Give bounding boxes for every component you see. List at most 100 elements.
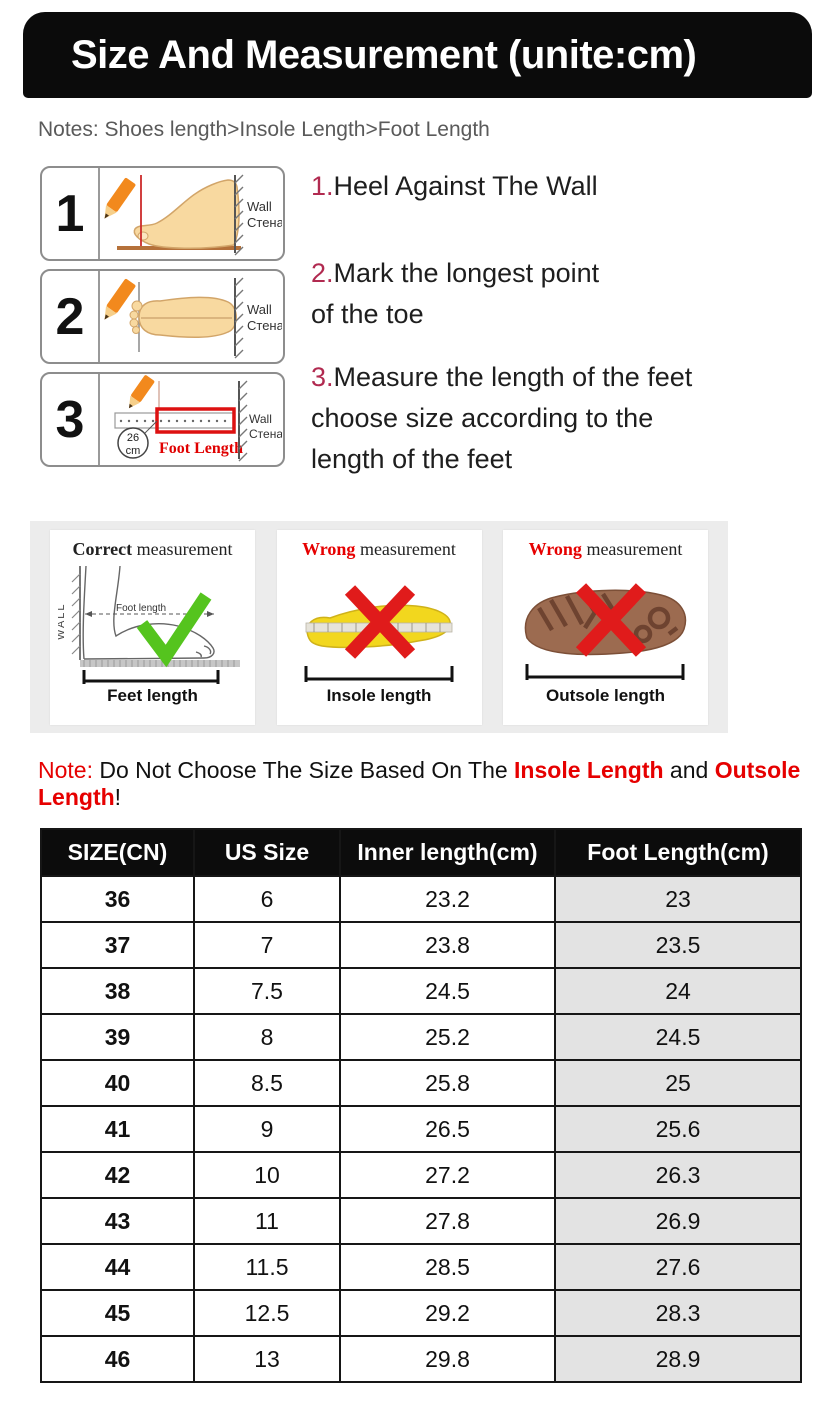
panel-title: Wrong measurement <box>529 539 683 560</box>
panels-section: Correct measurement WALL <box>30 521 728 733</box>
table-cell: 24.5 <box>339 967 556 1015</box>
foot-top-view-illustration: Wall Стена <box>104 277 282 359</box>
warning-note: Note: Do Not Choose The Size Based On Th… <box>38 757 833 811</box>
table-cell: 39 <box>40 1013 195 1061</box>
instruction-text: Mark the longest point of the toe <box>311 258 600 329</box>
toe-bump <box>129 318 139 328</box>
wall-label-en: Wall <box>249 412 272 426</box>
correct-measurement-panel: Correct measurement WALL <box>50 529 255 725</box>
foot-side-shape <box>133 179 240 249</box>
pencil-icon <box>104 177 136 219</box>
step-3-art: 26 cm Foot Length Wall Ст <box>100 374 283 465</box>
table-cell: 7.5 <box>193 967 341 1015</box>
table-cell: 28.3 <box>554 1289 802 1337</box>
table-row: 42 10 27.2 26.3 <box>40 1151 802 1199</box>
panel-title-emphasis: Wrong <box>528 538 582 559</box>
size-table: SIZE(CN) US Size Inner length(cm) Foot L… <box>40 828 802 1383</box>
table-cell: 26.9 <box>554 1197 802 1245</box>
step-1-box: 1 <box>40 166 285 261</box>
table-cell: 24 <box>554 967 802 1015</box>
table-cell: 44 <box>40 1243 195 1291</box>
panel-length-label: Outsole length <box>546 685 665 705</box>
panel-title-emphasis: Correct <box>72 538 133 559</box>
table-header-cell: Foot Length(cm) <box>554 828 802 877</box>
table-cell: 10 <box>193 1151 341 1199</box>
instruction-number: 3. <box>311 362 334 392</box>
table-cell: 23.2 <box>339 875 556 923</box>
table-cell: 23 <box>554 875 802 923</box>
step-2-box: 2 <box>40 269 285 364</box>
table-cell: 41 <box>40 1105 195 1153</box>
instruction-text: Measure the length of the feet choose si… <box>311 362 693 474</box>
note-outsole-emphasis: Outsole Length <box>38 757 801 810</box>
step-number: 2 <box>42 271 100 362</box>
insole-illustration <box>304 584 454 682</box>
measurement-badge <box>117 427 149 459</box>
foot-length-label: Foot Length <box>159 440 243 457</box>
x-icon <box>344 584 416 659</box>
step-2-art: Wall Стена <box>100 271 283 362</box>
wall-label-en: Wall <box>247 199 272 214</box>
table-cell: 8 <box>193 1013 341 1061</box>
table-row: 37 7 23.8 23.5 <box>40 921 802 969</box>
check-icon <box>136 591 211 667</box>
instruction-item: 3.Measure the length of the feet choose … <box>311 357 781 480</box>
table-row: 38 7.5 24.5 24 <box>40 967 802 1015</box>
ruler-ticks <box>119 419 227 423</box>
instruction-item: 2.Mark the longest point of the toe <box>311 253 781 335</box>
badge-value: 26 <box>127 432 139 444</box>
table-cell: 27.8 <box>339 1197 556 1245</box>
foot-length-arrow-label: Foot length <box>116 603 166 614</box>
instructions-column: 1.Heel Against The Wall 2.Mark the longe… <box>311 166 781 480</box>
table-cell: 25 <box>554 1059 802 1107</box>
panel-length-label: Insole length <box>326 685 432 705</box>
panel-title-rest: measurement <box>581 538 683 559</box>
table-row: 45 12.5 29.2 28.3 <box>40 1289 802 1337</box>
instruction-item: 1.Heel Against The Wall <box>311 166 781 207</box>
feet-length-illustration: WALL Foot length <box>58 565 240 684</box>
wall-hatch <box>234 174 244 256</box>
measure-bracket <box>82 669 219 684</box>
table-cell: 23.8 <box>339 921 556 969</box>
ruler <box>114 412 234 429</box>
panel-title: Wrong measurement <box>302 539 456 560</box>
table-cell: 27.6 <box>554 1243 802 1291</box>
table-cell: 8.5 <box>193 1059 341 1107</box>
panel-title-rest: measurement <box>355 538 456 559</box>
foot-side-view-illustration: Wall Стена <box>104 174 282 256</box>
table-cell: 13 <box>193 1335 341 1383</box>
table-row: 39 8 25.2 24.5 <box>40 1013 802 1061</box>
table-cell: 26.5 <box>339 1105 556 1153</box>
panel-length-label: Feet length <box>107 685 198 705</box>
floor-ruler <box>79 659 240 667</box>
table-cell: 25.8 <box>339 1059 556 1107</box>
foot-length-highlight <box>155 407 236 434</box>
table-row: 36 6 23.2 23 <box>40 875 802 923</box>
wrong-outsole-panel: Wrong measurement Outsole length <box>503 529 708 725</box>
table-cell: 45 <box>40 1289 195 1337</box>
wall-hatch <box>71 565 81 660</box>
pencil-icon <box>128 375 155 409</box>
wall-label: WALL <box>58 602 67 640</box>
table-header-cell: US Size <box>193 828 341 877</box>
footprint-shape <box>138 296 237 339</box>
table-cell: 46 <box>40 1335 195 1383</box>
table-header-cell: Inner length(cm) <box>339 828 556 877</box>
wall-label-ru: Стена <box>247 318 282 333</box>
table-cell: 23.5 <box>554 921 802 969</box>
table-cell: 43 <box>40 1197 195 1245</box>
table-row: 41 9 26.5 25.6 <box>40 1105 802 1153</box>
title-bar: Size And Measurement (unite:cm) <box>23 12 812 98</box>
table-row: 43 11 27.8 26.9 <box>40 1197 802 1245</box>
note-mid: and <box>663 757 715 783</box>
table-cell: 28.9 <box>554 1335 802 1383</box>
note-label: Note: <box>38 757 93 783</box>
table-cell: 29.2 <box>339 1289 556 1337</box>
toe-bump <box>129 310 139 320</box>
wrong-insole-panel: Wrong measurement Insole length <box>276 529 482 725</box>
measure-section: 1 <box>40 166 833 480</box>
table-cell: 11.5 <box>193 1243 341 1291</box>
table-cell: 9 <box>193 1105 341 1153</box>
table-row: 40 8.5 25.8 25 <box>40 1059 802 1107</box>
